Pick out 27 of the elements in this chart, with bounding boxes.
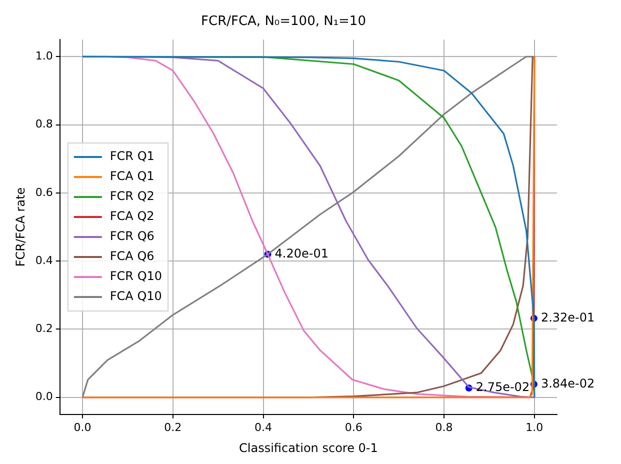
- legend-label: FCR Q10: [110, 269, 162, 284]
- data-label: 3.84e-02: [540, 376, 595, 390]
- x-tick-label: 0.4: [254, 420, 272, 434]
- legend-label: FCR Q2: [110, 189, 154, 204]
- data-label: 2.32e-01: [540, 310, 595, 324]
- y-tick-label: 0.6: [35, 186, 53, 199]
- legend-label: FCR Q1: [110, 149, 154, 164]
- x-tick-label: 0.0: [74, 420, 92, 434]
- x-tick-label: 0.2: [164, 420, 182, 434]
- chart-title: FCR/FCA, N₀=100, N₁=10: [201, 14, 366, 30]
- x-tick-label: 0.6: [344, 420, 362, 434]
- y-tick-label: 1.0: [35, 49, 53, 62]
- legend-label: FCR Q6: [110, 229, 154, 244]
- legend-label: FCA Q10: [110, 289, 162, 304]
- y-tick-label: 0.4: [35, 254, 53, 267]
- y-tick-label: 0.0: [35, 390, 53, 404]
- data-label: 4.20e-01: [274, 246, 328, 260]
- x-axis-title: Classification score 0-1: [239, 440, 378, 455]
- data-label: 2.75e-02: [476, 380, 530, 394]
- legend-label: FCA Q1: [110, 169, 154, 184]
- legend-label: FCA Q2: [110, 209, 154, 224]
- x-tick-label: 1.0: [526, 420, 544, 434]
- x-tick-label: 0.8: [435, 420, 453, 434]
- legend-label: FCA Q6: [110, 249, 154, 264]
- y-axis-title: FCR/FCA rate: [13, 187, 28, 267]
- y-tick-label: 0.2: [35, 322, 53, 336]
- y-tick-label: 0.8: [35, 118, 53, 131]
